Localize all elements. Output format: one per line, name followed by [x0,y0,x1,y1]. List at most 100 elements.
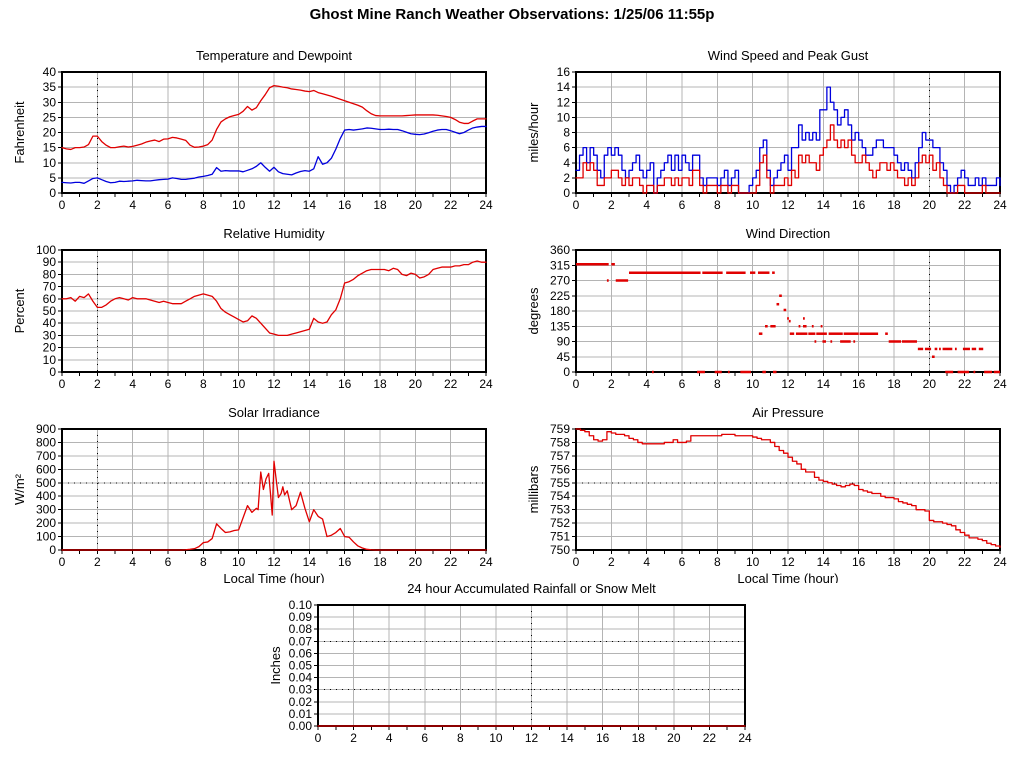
x-tick-label: 2 [94,198,101,212]
y-tick-label: 0.02 [289,695,313,709]
series-peak-gust-line [575,86,1001,194]
x-tick-label: 24 [993,555,1007,569]
x-axis-tick-labels: 0 2 4 6 8 10 12 14 16 18 20 22 24 [59,555,493,569]
y-tick-label: 12 [557,95,571,109]
x-tick-label: 4 [643,377,650,391]
chart-title: Relative Humidity [223,226,325,241]
x-tick-label: 22 [444,198,458,212]
chart-wind_direction: 0 2 4 6 8 10 12 14 16 18 20 22 240459013518022527031… [526,226,1007,391]
x-tick-label: 2 [94,377,101,391]
tick-marks [572,428,1001,554]
y-tick-label: 0.09 [289,610,313,624]
x-tick-label: 4 [129,198,136,212]
chart-solar: 0 2 4 6 8 10 12 14 16 18 20 22 240100200300400500600… [12,405,493,583]
y-tick-label: 800 [36,435,56,449]
x-axis-tick-labels: 0 2 4 6 8 10 12 14 16 18 20 22 24 [315,731,752,745]
x-tick-label: 22 [703,731,717,745]
x-tick-label: 16 [852,377,866,391]
y-tick-label: 0.07 [289,634,313,648]
chart-title: Temperature and Dewpoint [196,48,352,63]
y-axis-label: miles/hour [526,102,541,163]
y-tick-label: 0.08 [289,622,313,636]
x-tick-label: 22 [444,377,458,391]
x-tick-label: 24 [993,198,1007,212]
y-tick-label: 752 [550,516,570,530]
x-tick-label: 12 [781,377,795,391]
x-tick-label: 10 [232,198,246,212]
x-tick-label: 14 [817,198,831,212]
x-axis-tick-labels: 0 2 4 6 8 10 12 14 16 18 20 22 24 [59,377,493,391]
y-tick-label: 0 [563,186,570,200]
grid [576,250,1000,372]
tick-marks [572,249,1001,376]
y-tick-label: 0 [49,365,56,379]
y-tick-label: 16 [557,65,571,79]
x-tick-label: 6 [165,377,172,391]
series-wind-speed-line [575,124,1001,194]
x-tick-label: 8 [200,377,207,391]
x-tick-label: 8 [714,555,721,569]
x-tick-label: 2 [608,555,615,569]
tick-marks [572,71,1001,197]
x-tick-label: 16 [852,198,866,212]
y-tick-label: 753 [550,503,570,517]
x-tick-label: 20 [409,555,423,569]
x-tick-label: 4 [129,377,136,391]
series [575,428,1001,548]
grid [62,429,486,550]
x-tick-label: 10 [232,377,246,391]
y-tick-label: 2 [563,171,570,185]
chart-title: Wind Direction [746,226,831,241]
x-tick-label: 10 [489,731,503,745]
x-tick-label: 4 [386,731,393,745]
y-tick-label: 759 [550,422,570,436]
x-tick-label: 20 [923,377,937,391]
dotted-reference-lines [62,429,486,550]
x-tick-label: 24 [479,198,493,212]
x-axis-tick-labels: 0 2 4 6 8 10 12 14 16 18 20 22 24 [59,198,493,212]
grid [62,72,486,193]
y-tick-label: 8 [563,126,570,140]
chart-humidity: 0 2 4 6 8 10 12 14 16 18 20 22 240102030405060708090… [12,226,493,391]
x-tick-label: 18 [373,377,387,391]
y-tick-label: 100 [36,243,56,257]
y-tick-label: 758 [550,435,570,449]
y-tick-label: 15 [43,141,57,155]
y-tick-label: 0.01 [289,707,313,721]
y-axis-label: millibars [526,465,541,513]
chart-title: Air Pressure [752,405,824,420]
x-tick-label: 2 [608,377,615,391]
y-tick-label: 0 [49,186,56,200]
x-tick-label: 18 [887,198,901,212]
x-tick-label: 0 [59,198,66,212]
series-air-pressure-line [575,428,1001,548]
y-tick-label: 50 [43,304,57,318]
x-tick-label: 10 [746,377,760,391]
x-tick-label: 20 [409,198,423,212]
x-tick-label: 10 [232,555,246,569]
x-tick-label: 0 [59,377,66,391]
y-tick-label: 900 [36,422,56,436]
y-tick-label: 0.06 [289,646,313,660]
y-tick-label: 0 [49,543,56,557]
x-tick-label: 0 [59,555,66,569]
x-tick-label: 22 [958,377,972,391]
x-tick-label: 14 [303,377,317,391]
y-tick-label: 4 [563,156,570,170]
grid [576,72,1000,193]
chart-pressure: 0 2 4 6 8 10 12 14 16 18 20 22 247507517527537547557… [526,405,1007,583]
x-tick-label: 8 [200,555,207,569]
y-tick-label: 90 [557,335,571,349]
x-tick-label: 20 [923,555,937,569]
x-tick-label: 10 [746,555,760,569]
x-tick-label: 8 [457,731,464,745]
x-tick-label: 22 [958,555,972,569]
x-tick-label: 8 [714,377,721,391]
x-tick-label: 6 [165,198,172,212]
y-tick-label: 20 [43,126,57,140]
x-tick-label: 0 [315,731,322,745]
